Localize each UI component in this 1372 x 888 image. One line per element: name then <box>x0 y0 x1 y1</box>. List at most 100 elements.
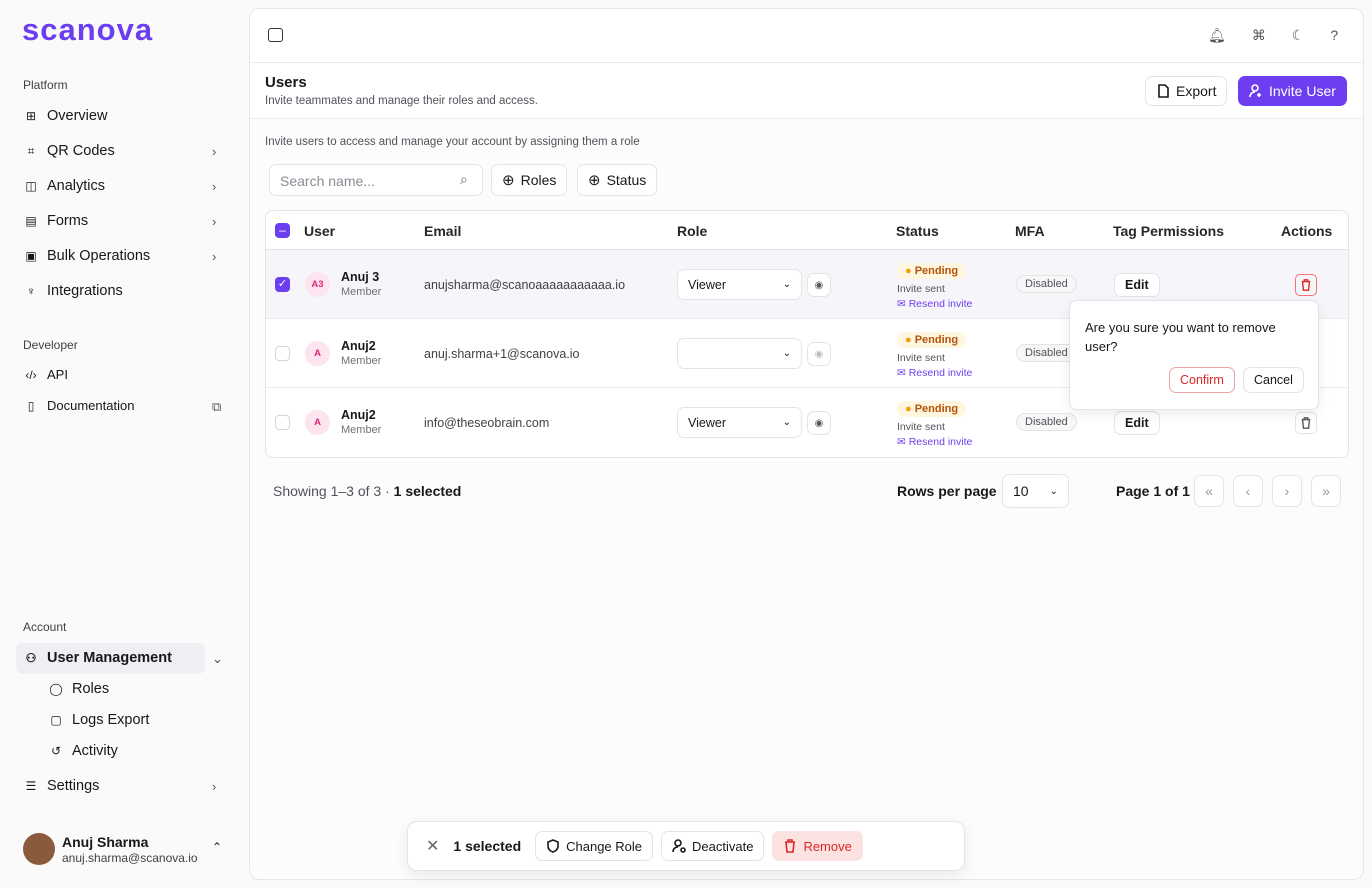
nav-item[interactable]: ♆ Integrations <box>23 283 123 299</box>
row-checkbox[interactable]: ✓ <box>275 277 290 292</box>
sidebar-toggle[interactable] <box>268 28 283 42</box>
action-label: Remove <box>803 838 852 854</box>
bulk-action-bar: ✕ 1 selected Change Role Deactivate Remo… <box>407 821 965 871</box>
status-note: Invite sent <box>897 421 945 433</box>
role-select[interactable]: ⌄ <box>677 338 802 369</box>
deactivate-button[interactable]: Deactivate <box>661 831 765 861</box>
nav-item[interactable]: ⌗ QR Codes <box>23 143 115 159</box>
preview-role[interactable]: ◉ <box>807 342 831 366</box>
action-label: Deactivate <box>692 838 754 854</box>
status-badge: ● Pending <box>897 332 967 348</box>
clear-selection[interactable]: ✕ <box>426 838 440 855</box>
nav-item[interactable]: ◫ Analytics <box>23 178 105 194</box>
nav-item[interactable]: ▢ Logs Export <box>48 712 149 728</box>
brand: scanova <box>22 12 154 47</box>
nav-icon: ▢ <box>50 713 62 727</box>
nav-item[interactable]: ▣ Bulk Operations <box>23 248 150 264</box>
rows-per-page-label: Rows per page <box>897 483 997 499</box>
nav-chevron: › <box>212 179 217 194</box>
avatar-initials: A <box>305 341 330 366</box>
resend-label: Resend invite <box>908 367 973 379</box>
nav-item[interactable]: ↺ Activity <box>48 743 118 759</box>
nav-item[interactable]: ⊞ Overview <box>23 108 107 124</box>
theme[interactable]: ☾ <box>1291 27 1305 43</box>
row-checkbox[interactable] <box>275 346 290 361</box>
role-select[interactable]: Viewer ⌄ <box>677 269 802 300</box>
remove-button[interactable]: Remove <box>772 831 863 861</box>
action-label: Change Role <box>566 838 643 854</box>
mfa-badge: Disabled <box>1016 275 1077 293</box>
nav-item[interactable]: ▤ Forms <box>23 213 88 229</box>
search-placeholder: Search name... <box>280 173 375 189</box>
nav-label: Settings <box>47 778 100 794</box>
column-header: MFA <box>1015 223 1045 239</box>
user-role-sub: Member <box>341 286 382 298</box>
nav-item[interactable]: ◯ Roles <box>48 681 109 697</box>
nav-icon: ◫ <box>25 179 37 193</box>
page-title: Users <box>265 74 307 91</box>
help[interactable]: ? <box>1330 27 1339 43</box>
nav-highlight <box>16 643 205 674</box>
nav-icon: ⌗ <box>27 143 35 158</box>
main-panel: 🔔︎ ⌘ ☾? Users Invite teammates and manage … <box>249 8 1364 880</box>
tag-edit-button[interactable]: Edit <box>1114 273 1160 297</box>
nav-label: User Management <box>47 650 172 666</box>
delete-button[interactable] <box>1295 412 1317 434</box>
pagination-summary: Showing 1–3 of 3 · 1 selected <box>273 483 461 499</box>
nav-chevron: › <box>212 779 217 794</box>
tag-edit-button[interactable]: Edit <box>1114 411 1160 435</box>
status: Pending <box>914 334 959 346</box>
avatar-initials: A <box>305 410 330 435</box>
filter-roles[interactable]: ⊕ Roles <box>491 164 568 196</box>
column-header: Status <box>896 223 939 239</box>
nav-item[interactable]: ☰ Settings <box>23 778 100 794</box>
status-badge: ● Pending <box>897 401 967 417</box>
language[interactable]: ⌘ <box>1251 27 1266 43</box>
resend-invite[interactable]: ✉ Resend invite <box>897 367 973 379</box>
confirm-button[interactable]: Confirm <box>1169 367 1235 393</box>
top-bar: 🔔︎ ⌘ ☾? <box>250 9 1363 63</box>
confirm-popover: Are you sure you want to remove user? Co… <box>1069 300 1319 410</box>
mfa-badge: Disabled <box>1016 413 1077 431</box>
last-page[interactable]: » <box>1311 475 1341 507</box>
nav-item[interactable]: ▯ Documentation <box>23 398 135 413</box>
nav-chevron: › <box>212 214 217 229</box>
nav-item[interactable]: ‹/› API <box>23 367 68 382</box>
prev-page[interactable]: ‹ <box>1233 475 1263 507</box>
resend-label: Resend invite <box>908 298 973 310</box>
first-page[interactable]: « <box>1194 475 1224 507</box>
user-name: Anuj Sharma <box>62 834 149 850</box>
invite-button[interactable]: Invite User <box>1238 76 1347 106</box>
role-select[interactable]: Viewer ⌄ <box>677 407 802 438</box>
resend-invite[interactable]: ✉ Resend invite <box>897 436 973 448</box>
cancel-button[interactable]: Cancel <box>1243 367 1304 393</box>
search-input[interactable]: Search name... ⌕ <box>269 164 483 196</box>
status: Pending <box>914 265 959 277</box>
export-button[interactable]: Export <box>1145 76 1228 106</box>
nav-label: Forms <box>47 213 89 229</box>
row-checkbox[interactable] <box>275 415 290 430</box>
delete-button[interactable] <box>1295 274 1317 296</box>
user-email: anuj.sharma@scanova.io <box>62 851 198 865</box>
column-header: User <box>304 223 336 239</box>
section-title: Developer <box>23 338 78 352</box>
status-badge: ● Pending <box>897 263 967 279</box>
popover-message: Are you sure you want to remove user? <box>1085 320 1276 354</box>
column-header: Tag Permissions <box>1113 223 1225 239</box>
preview-role[interactable]: ◉ <box>807 273 831 297</box>
select-all[interactable]: – <box>275 223 290 238</box>
user-menu[interactable]: ⌃ <box>212 840 223 854</box>
next-page[interactable]: › <box>1272 475 1302 507</box>
nav-item[interactable]: ⚇ User Management <box>23 650 172 666</box>
page-size-select[interactable]: 10 ⌄ <box>1002 474 1069 508</box>
column-header: Email <box>424 223 462 239</box>
nav-icon: ◯ <box>49 682 63 696</box>
nav-label: Integrations <box>47 283 123 299</box>
preview-role[interactable]: ◉ <box>807 411 831 435</box>
notifications[interactable]: 🔔︎ <box>1208 27 1226 43</box>
nav-chevron: ⌄ <box>212 651 223 666</box>
resend-invite[interactable]: ✉ Resend invite <box>897 298 973 310</box>
change-role-button[interactable]: Change Role <box>535 831 654 861</box>
filter-status[interactable]: ⊕ Status <box>577 164 658 196</box>
